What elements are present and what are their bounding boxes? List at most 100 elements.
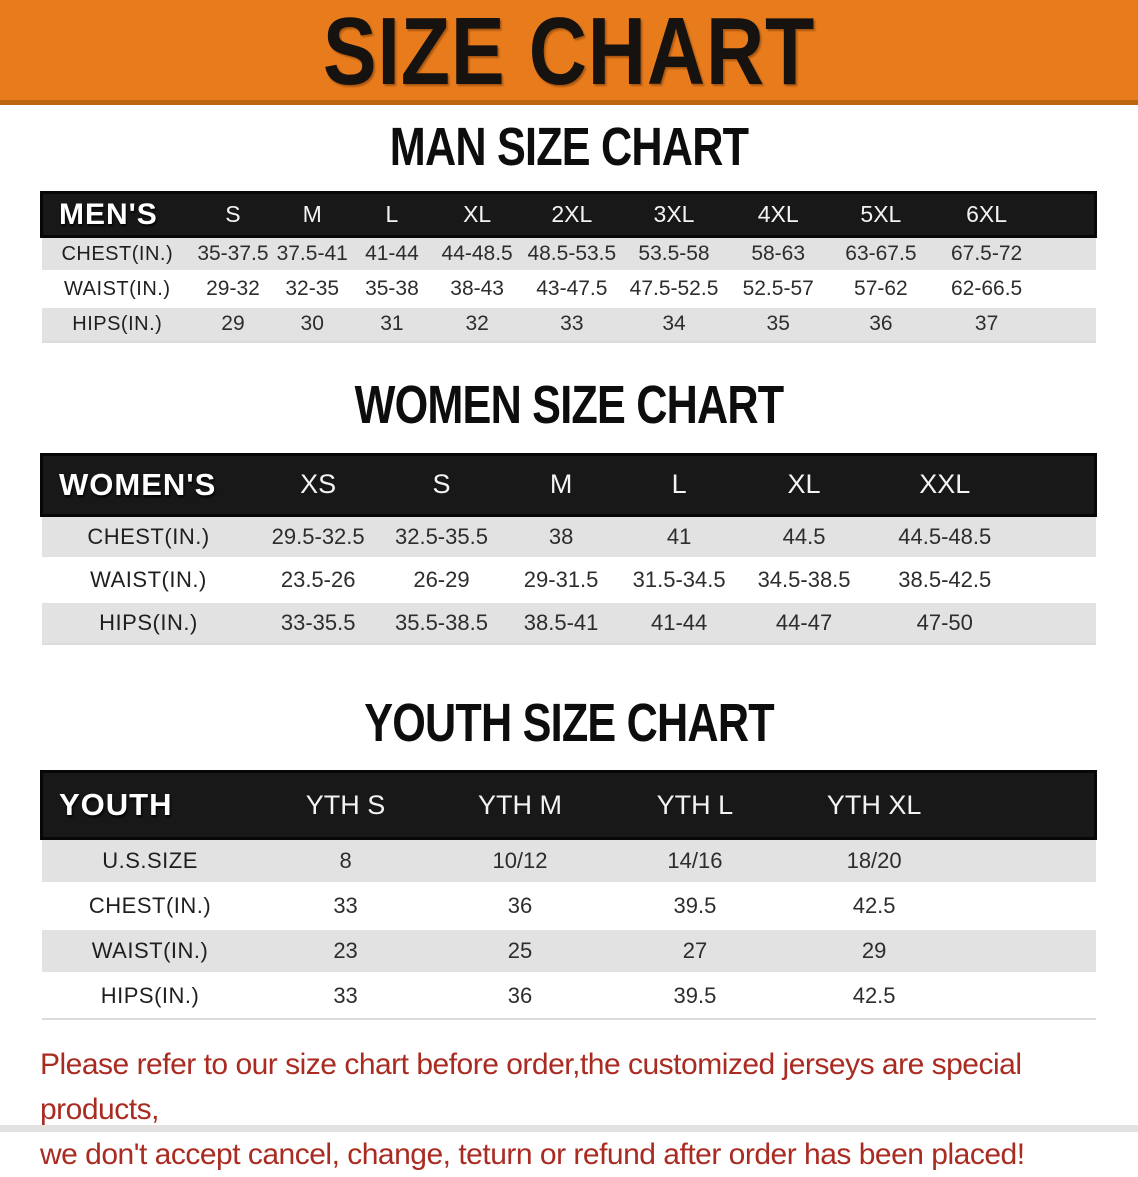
men-size-header: 2XL <box>521 191 622 238</box>
value-cell: 53.5-58 <box>621 236 727 273</box>
value-cell: 38.5-42.5 <box>869 558 1020 603</box>
women-header-spacer <box>1019 452 1097 517</box>
value-cell: 34 <box>621 306 727 343</box>
women-corner-label: WOMEN'S <box>40 452 256 517</box>
value-cell: 41 <box>620 515 739 560</box>
row-label: HIPS(IN.) <box>41 973 259 1020</box>
bottom-edge-strip <box>0 1125 1138 1132</box>
value-cell: 36 <box>432 883 608 930</box>
women-size-header: XS <box>255 452 381 517</box>
youth-section-heading: YOUTH SIZE CHART <box>0 693 1138 753</box>
value-cell: 27 <box>607 928 783 975</box>
value-cell: 29-31.5 <box>502 558 621 603</box>
women-size-header: L <box>620 452 739 517</box>
women-header-row: WOMEN'S XS S M L XL XXL <box>40 452 1097 517</box>
value-cell: 29.5-32.5 <box>255 515 381 560</box>
value-cell: 26-29 <box>380 558 503 603</box>
youth-size-table: YOUTH YTH S YTH M YTH L YTH XL U.S.SIZE … <box>39 770 1097 1020</box>
value-cell: 38 <box>502 515 621 560</box>
youth-size-header: YTH M <box>432 770 608 840</box>
value-cell: 44-47 <box>738 601 870 645</box>
row-spacer <box>1041 271 1096 308</box>
youth-ussize-row: U.S.SIZE 8 10/12 14/16 18/20 <box>41 838 1096 885</box>
row-label: WAIST(IN.) <box>41 271 194 308</box>
row-spacer <box>1041 306 1096 343</box>
value-cell: 35.5-38.5 <box>380 601 503 645</box>
youth-size-header: YTH S <box>258 770 433 840</box>
men-header-spacer <box>1041 191 1098 238</box>
row-spacer <box>1041 236 1096 273</box>
value-cell: 14/16 <box>607 838 783 885</box>
value-cell: 47.5-52.5 <box>621 271 727 308</box>
value-cell: 39.5 <box>607 973 783 1020</box>
value-cell: 32-35 <box>272 271 352 308</box>
value-cell: 42.5 <box>782 883 966 930</box>
value-cell: 62-66.5 <box>931 271 1042 308</box>
value-cell: 36 <box>432 973 608 1020</box>
men-size-header: S <box>193 191 273 238</box>
youth-waist-row: WAIST(IN.) 23 25 27 29 <box>41 928 1096 975</box>
value-cell: 44-48.5 <box>432 236 522 273</box>
women-size-header: XL <box>738 452 870 517</box>
value-cell: 31 <box>351 306 433 343</box>
youth-header-spacer <box>965 770 1097 840</box>
row-label: CHEST(IN.) <box>41 883 259 930</box>
value-cell: 44.5-48.5 <box>869 515 1020 560</box>
man-section-heading-text: MAN SIZE CHART <box>389 117 749 177</box>
value-cell: 25 <box>432 928 608 975</box>
row-label: CHEST(IN.) <box>41 515 256 560</box>
women-section-heading: WOMEN SIZE CHART <box>0 374 1138 435</box>
value-cell: 38.5-41 <box>502 601 621 645</box>
value-cell: 44.5 <box>738 515 870 560</box>
value-cell: 18/20 <box>782 838 966 885</box>
value-cell: 34.5-38.5 <box>738 558 870 603</box>
row-label: CHEST(IN.) <box>41 236 194 273</box>
value-cell: 57-62 <box>830 271 932 308</box>
value-cell: 23.5-26 <box>255 558 381 603</box>
value-cell: 36 <box>830 306 932 343</box>
value-cell: 58-63 <box>726 236 831 273</box>
youth-section-heading-text: YOUTH SIZE CHART <box>364 693 774 753</box>
value-cell: 30 <box>272 306 352 343</box>
value-cell: 8 <box>258 838 433 885</box>
value-cell: 63-67.5 <box>830 236 932 273</box>
size-chart-banner: SIZE CHART <box>0 0 1138 105</box>
women-size-header: S <box>380 452 503 517</box>
youth-size-header: YTH L <box>607 770 783 840</box>
value-cell: 48.5-53.5 <box>521 236 622 273</box>
men-size-header: L <box>351 191 433 238</box>
value-cell: 33 <box>258 973 433 1020</box>
women-size-header: XXL <box>869 452 1020 517</box>
row-label: WAIST(IN.) <box>41 558 256 603</box>
value-cell: 33-35.5 <box>255 601 381 645</box>
women-size-table: WOMEN'S XS S M L XL XXL CHEST(IN.) 29.5-… <box>40 452 1097 645</box>
youth-chest-row: CHEST(IN.) 33 36 39.5 42.5 <box>41 883 1096 930</box>
row-spacer <box>965 928 1096 975</box>
row-spacer <box>965 973 1096 1020</box>
women-hips-row: HIPS(IN.) 33-35.5 35.5-38.5 38.5-41 41-4… <box>41 601 1096 645</box>
value-cell: 52.5-57 <box>726 271 831 308</box>
women-chest-row: CHEST(IN.) 29.5-32.5 32.5-35.5 38 41 44.… <box>41 515 1096 560</box>
value-cell: 43-47.5 <box>521 271 622 308</box>
men-size-header: 4XL <box>726 191 831 238</box>
row-label: HIPS(IN.) <box>41 306 194 343</box>
women-size-header: M <box>502 452 621 517</box>
value-cell: 23 <box>258 928 433 975</box>
men-waist-row: WAIST(IN.) 29-32 32-35 35-38 38-43 43-47… <box>41 271 1096 308</box>
man-section-heading: MAN SIZE CHART <box>0 117 1138 177</box>
value-cell: 41-44 <box>351 236 433 273</box>
men-size-header: M <box>272 191 352 238</box>
value-cell: 29 <box>193 306 273 343</box>
youth-corner-label: YOUTH <box>39 770 259 840</box>
men-size-header: 6XL <box>931 191 1042 238</box>
value-cell: 32.5-35.5 <box>380 515 503 560</box>
men-size-header: XL <box>432 191 522 238</box>
value-cell: 31.5-34.5 <box>620 558 739 603</box>
men-hips-row: HIPS(IN.) 29 30 31 32 33 34 35 36 37 <box>41 306 1096 343</box>
value-cell: 33 <box>521 306 622 343</box>
men-chest-row: CHEST(IN.) 35-37.5 37.5-41 41-44 44-48.5… <box>41 236 1096 273</box>
women-section-heading-text: WOMEN SIZE CHART <box>354 374 785 435</box>
row-label: U.S.SIZE <box>41 838 259 885</box>
row-spacer <box>1019 558 1096 603</box>
disclaimer-line-2: we don't accept cancel, change, teturn o… <box>40 1137 1025 1171</box>
